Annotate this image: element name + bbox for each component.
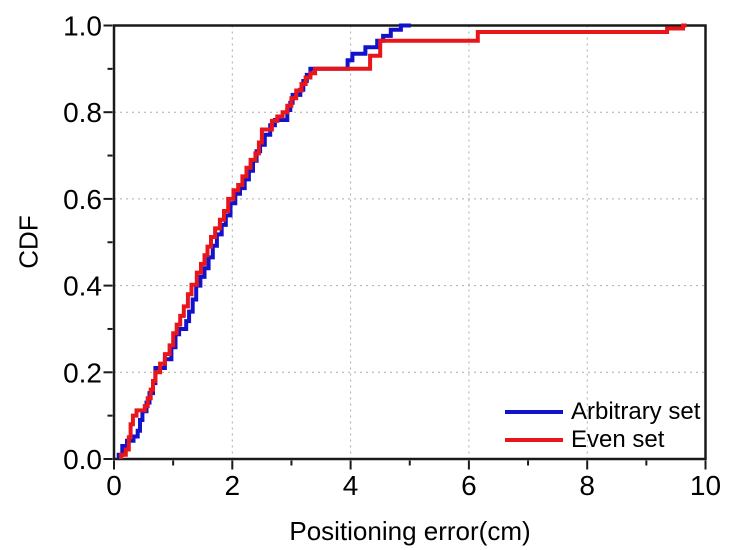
y-tick-label: 0.0	[63, 444, 102, 475]
x-tick-label: 2	[225, 470, 241, 501]
y-tick-label: 0.6	[63, 184, 102, 215]
x-tick-label: 10	[690, 470, 721, 501]
legend: Arbitrary set Even set	[505, 398, 700, 454]
legend-row-even-set: Even set	[505, 426, 700, 454]
plot-frame	[112, 24, 707, 461]
legend-row-arbitrary-set: Arbitrary set	[505, 398, 700, 426]
y-tick-label: 1.0	[63, 11, 102, 42]
y-axis-title: CDF	[13, 215, 44, 269]
x-tick-label: 6	[461, 470, 477, 501]
cdf-curve-even-set	[119, 23, 687, 459]
y-tick-label: 0.2	[63, 357, 102, 388]
x-tick-label: 8	[579, 470, 595, 501]
x-tick-label: 4	[343, 470, 359, 501]
x-axis-title: Positioning error(cm)	[289, 516, 531, 546]
y-tick-label: 0.4	[63, 271, 102, 302]
y-tick-label: 0.8	[63, 97, 102, 128]
x-tick-label: 0	[106, 470, 122, 501]
cdf-curve-arbitrary-set	[116, 23, 411, 459]
legend-label: Even set	[571, 426, 665, 453]
legend-label: Arbitrary set	[571, 398, 701, 425]
legend-line-sample-blue	[505, 410, 563, 414]
legend-line-sample-red	[505, 438, 563, 442]
